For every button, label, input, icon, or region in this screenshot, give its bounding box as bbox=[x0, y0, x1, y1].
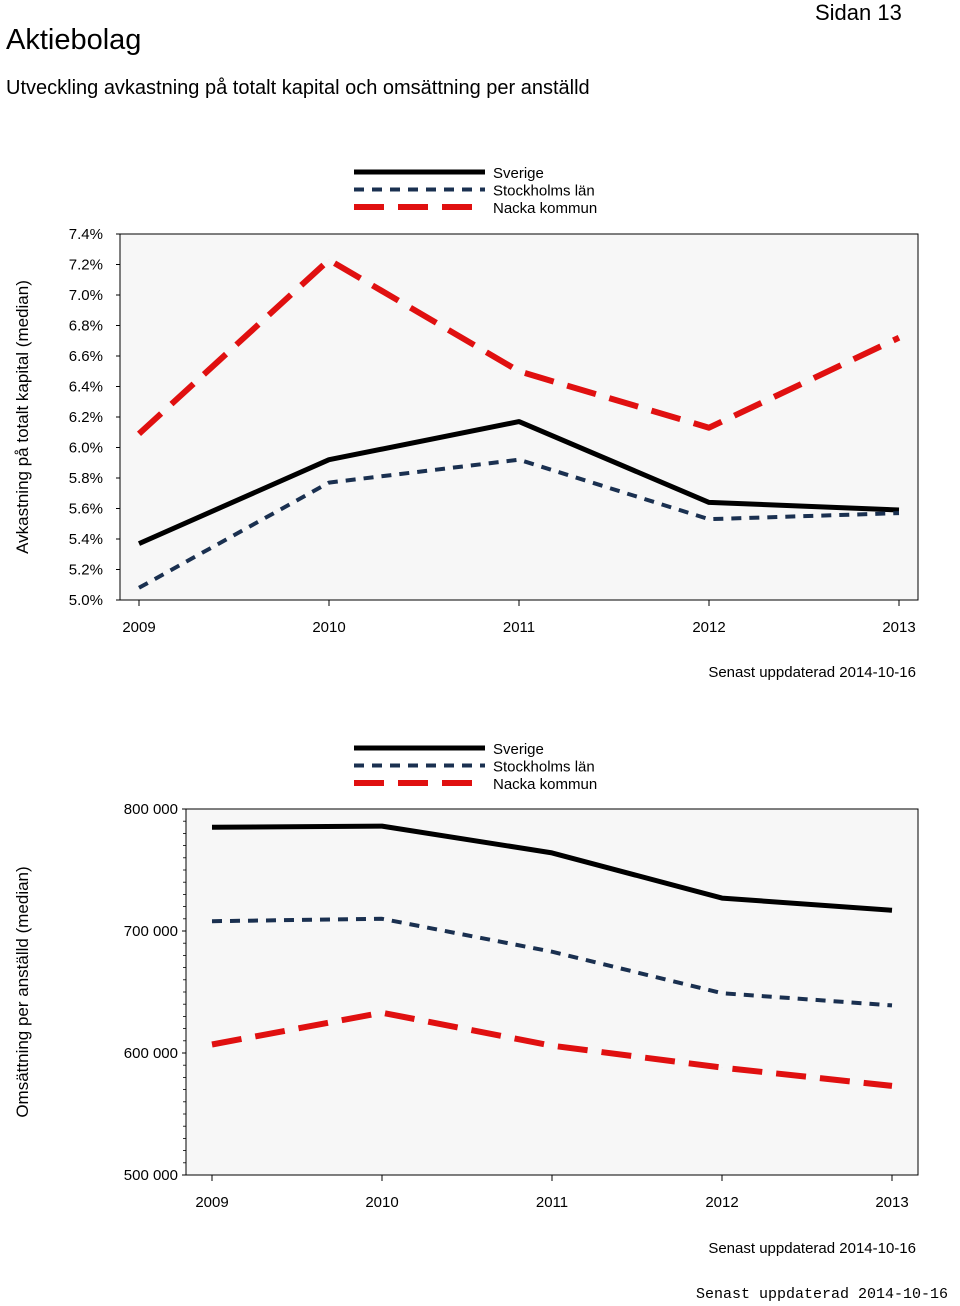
legend-label: Sverige bbox=[493, 741, 544, 758]
y-tick-label: 600 000 bbox=[124, 1045, 178, 1062]
y-tick-label: 7.0% bbox=[69, 287, 103, 304]
legend-label: Stockholms län bbox=[493, 183, 595, 200]
y-tick-label: 5.8% bbox=[69, 470, 103, 487]
x-tick-label: 2012 bbox=[705, 1194, 738, 1211]
y-tick-label: 5.4% bbox=[69, 531, 103, 548]
x-tick-label: 2013 bbox=[882, 619, 915, 636]
page-number: Sidan 13 bbox=[815, 0, 902, 25]
plot-area bbox=[119, 233, 919, 601]
x-tick-label: 2013 bbox=[875, 1194, 908, 1211]
page-title: Aktiebolag bbox=[6, 24, 142, 56]
y-tick-label: 5.2% bbox=[69, 562, 103, 579]
plot-area bbox=[185, 808, 919, 1176]
legend-label: Stockholms län bbox=[493, 759, 595, 776]
footer-stamp: Senast uppdaterad 2014-10-16 bbox=[695, 1286, 948, 1303]
x-tick-label: 2010 bbox=[312, 619, 345, 636]
y-axis-label: Avkastning på totalt kapital (median) bbox=[13, 280, 32, 554]
x-tick-label: 2011 bbox=[536, 1194, 568, 1211]
y-axis-label: Omsättning per anställd (median) bbox=[13, 866, 32, 1117]
x-tick-label: 2011 bbox=[503, 619, 535, 636]
y-tick-label: 500 000 bbox=[124, 1167, 178, 1184]
y-tick-label: 6.4% bbox=[69, 379, 103, 396]
legend-label: Nacka kommun bbox=[493, 776, 597, 793]
x-tick-label: 2009 bbox=[195, 1194, 228, 1211]
y-tick-label: 6.8% bbox=[69, 318, 103, 335]
chart-update-note: Senast uppdaterad 2014-10-16 bbox=[708, 664, 916, 681]
y-tick-label: 6.6% bbox=[69, 348, 103, 365]
x-tick-label: 2012 bbox=[692, 619, 725, 636]
y-tick-label: 6.0% bbox=[69, 440, 103, 457]
y-tick-label: 7.2% bbox=[69, 257, 103, 274]
y-tick-label: 7.4% bbox=[69, 226, 103, 243]
chart-update-note: Senast uppdaterad 2014-10-16 bbox=[708, 1240, 916, 1257]
y-tick-label: 5.0% bbox=[69, 592, 103, 609]
y-tick-label: 700 000 bbox=[124, 923, 178, 940]
y-tick-label: 6.2% bbox=[69, 409, 103, 426]
x-tick-label: 2009 bbox=[122, 619, 155, 636]
y-tick-label: 5.6% bbox=[69, 501, 103, 518]
legend-label: Nacka kommun bbox=[493, 200, 597, 217]
x-tick-label: 2010 bbox=[365, 1194, 398, 1211]
series-line-2 bbox=[211, 1009, 893, 1089]
legend-label: Sverige bbox=[493, 165, 544, 182]
page-subtitle: Utveckling avkastning på totalt kapital … bbox=[6, 77, 590, 99]
series-line-1 bbox=[138, 457, 900, 590]
y-tick-label: 800 000 bbox=[124, 801, 178, 818]
